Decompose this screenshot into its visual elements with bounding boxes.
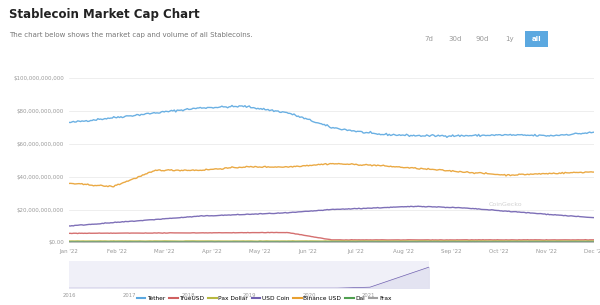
Text: CoinGecko: CoinGecko — [489, 202, 523, 207]
Text: 90d: 90d — [476, 36, 489, 42]
Text: Stablecoin Market Cap Chart: Stablecoin Market Cap Chart — [9, 8, 200, 21]
Legend: Tether, TrueUSD, Pax Dollar, USD Coin, Binance USD, Dai, Frax: Tether, TrueUSD, Pax Dollar, USD Coin, B… — [134, 294, 394, 303]
Text: The chart below shows the market cap and volume of all Stablecoins.: The chart below shows the market cap and… — [9, 32, 253, 38]
Text: 7d: 7d — [424, 36, 433, 42]
Text: 1y: 1y — [505, 36, 514, 42]
Text: 30d: 30d — [449, 36, 462, 42]
Text: all: all — [532, 36, 541, 42]
